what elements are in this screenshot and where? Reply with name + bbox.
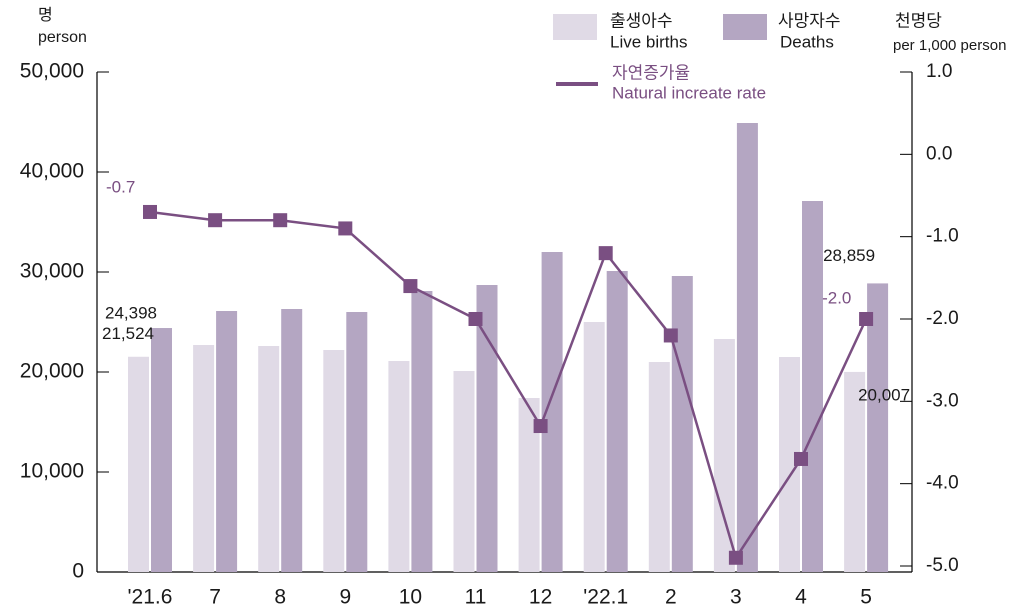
x-tick-label: 10 [399,586,422,609]
x-tick-label: 11 [465,586,487,609]
right-unit-ko: 천명당 [895,11,942,30]
y2-tick-label: -2.0 [926,308,959,329]
bar [736,123,758,572]
data-label: -0.7 [106,177,135,196]
x-tick-label: 2 [665,586,677,609]
y-tick-label: 30,000 [20,260,84,283]
left-unit-en: person [38,29,87,46]
bar [606,271,628,572]
rate-marker [338,221,353,236]
x-tick-label: '22.1 [583,586,628,609]
legend-label-en: Live births [610,32,687,51]
y-tick-label: 40,000 [20,160,84,183]
rate-marker [794,451,808,466]
bar [476,285,498,572]
data-label: 24,398 [105,304,157,323]
x-tick-label: 9 [339,586,351,609]
bar [779,357,800,572]
rate-marker [403,279,418,294]
bar [541,252,563,572]
left-unit-ko: 명 [38,6,53,24]
rate-marker [859,312,874,326]
y2-tick-label: 1.0 [926,61,952,82]
rate-marker [598,246,613,261]
x-tick-label: 5 [860,586,872,609]
bar [193,345,215,572]
x-tick-label: '21.6 [128,586,173,609]
bar [388,361,410,572]
rate-marker [533,419,548,434]
x-tick-label: 8 [274,586,286,609]
bar [583,322,605,572]
data-label: 28,859 [823,246,875,265]
bar [802,201,823,572]
bar [281,309,303,572]
bar [151,328,172,572]
legend-swatch [723,14,767,40]
y-tick-label: 0 [72,560,84,583]
y2-tick-label: 0.0 [926,143,952,164]
bar [411,291,433,572]
x-tick-label: 7 [209,586,221,609]
bar [518,398,540,572]
bar [713,339,735,572]
bar [648,362,670,572]
legend-label: 사망자수 [778,11,841,30]
x-tick-label: 3 [730,586,742,609]
x-tick-label: 12 [529,586,552,609]
y2-tick-label: -5.0 [926,555,959,576]
y2-tick-label: -4.0 [926,473,959,494]
bar [346,312,368,572]
y-tick-label: 20,000 [20,360,84,383]
rate-marker [663,328,678,343]
bar [867,283,889,572]
y2-tick-label: -1.0 [926,226,959,247]
y-tick-label: 10,000 [20,460,84,483]
bar [323,350,345,572]
rate-marker [728,550,743,565]
x-tick-label: 4 [795,586,807,609]
bar [453,371,475,572]
rate-line [149,210,868,561]
rate-marker [208,213,223,228]
legend-label: 출생아수 [610,11,673,30]
y2-tick-label: -3.0 [926,390,959,411]
legend-label: 자연증가율 [612,63,690,82]
legend-swatch [553,14,597,40]
bar [844,371,866,572]
rate-marker [468,312,483,326]
data-label: 21,524 [102,324,154,343]
rate-marker [143,204,157,219]
bar [216,311,238,572]
legend-label-en: Natural increate rate [612,83,766,102]
y-tick-label: 50,000 [20,60,84,83]
rate-marker [273,213,288,228]
right-unit-en: per 1,000 person [893,37,1006,54]
legend-label-en: Deaths [780,32,834,51]
data-label: -2.0 [822,288,851,307]
bar [128,356,149,572]
bar [258,346,280,572]
data-label: 20,007 [858,385,910,404]
bar [671,276,693,572]
